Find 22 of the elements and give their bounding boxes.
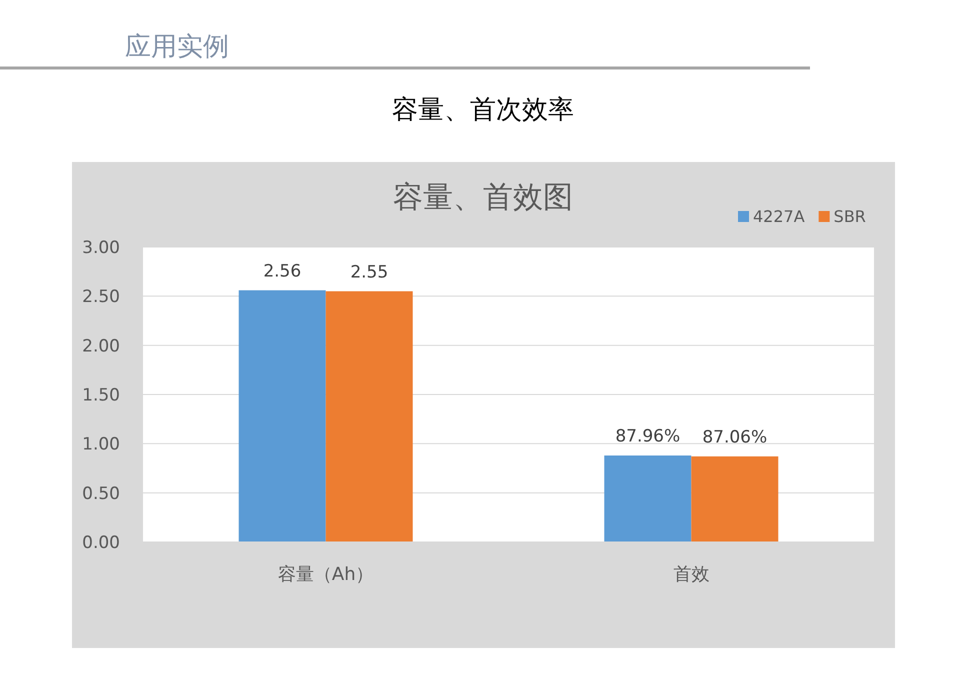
- legend-label: SBR: [834, 207, 866, 226]
- bar: [691, 456, 778, 542]
- data-label: 87.96%: [615, 426, 680, 447]
- text: 应用实例: [125, 32, 229, 62]
- y-tick-label: 1.00: [82, 434, 120, 455]
- y-tick-label: 1.50: [82, 386, 120, 406]
- y-tick-label: 0.50: [82, 484, 120, 504]
- bar: [326, 291, 413, 542]
- legend-label: 4227A: [753, 207, 805, 226]
- y-tick-label: 0.00: [82, 533, 120, 553]
- data-label: 2.56: [263, 261, 302, 282]
- bar: [238, 290, 326, 542]
- x-tick-label: 首效: [673, 564, 710, 585]
- x-tick-label: 容量（Ah）: [278, 564, 374, 585]
- chart-title: 容量、首效图: [393, 180, 573, 215]
- text: 容量、首次效率: [392, 95, 574, 125]
- y-tick-label: 2.00: [82, 336, 120, 356]
- data-label: 2.55: [350, 262, 388, 282]
- bar: [604, 456, 692, 542]
- y-tick-label: 3.00: [82, 238, 120, 258]
- y-tick-label: 2.50: [82, 287, 120, 308]
- data-label: 87.06%: [702, 427, 768, 448]
